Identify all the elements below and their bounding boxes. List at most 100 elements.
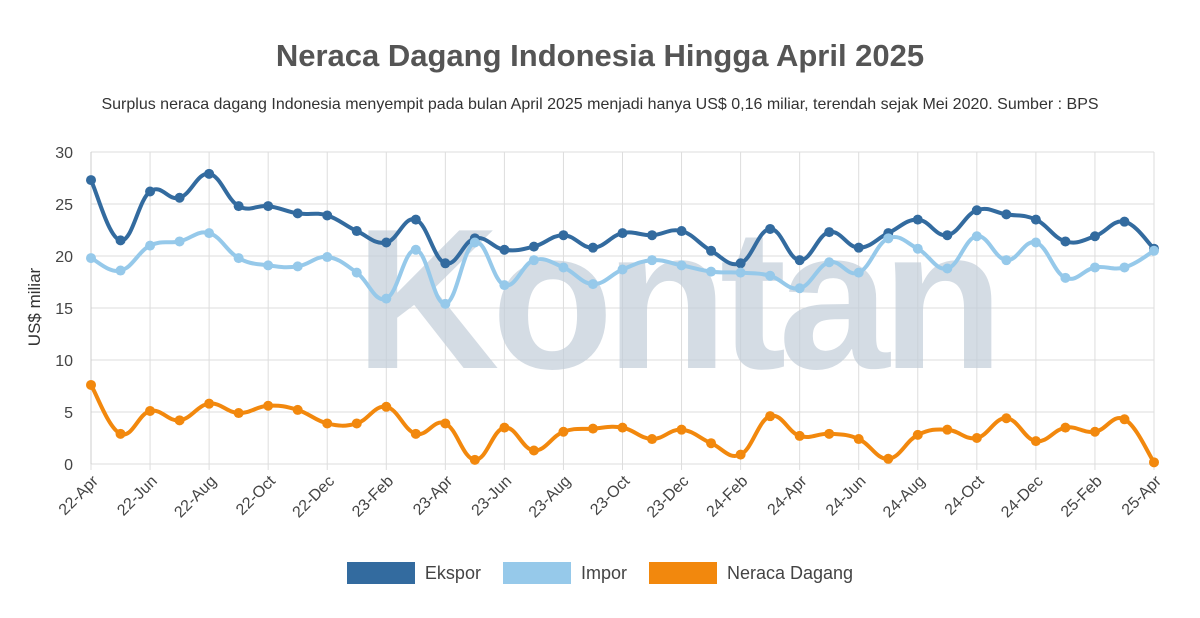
data-point-ekspor[interactable] [942,230,953,241]
data-point-neraca-dagang[interactable] [735,449,746,460]
data-point-neraca-dagang[interactable] [558,426,569,437]
data-point-neraca-dagang[interactable] [499,422,510,433]
data-point-ekspor[interactable] [617,228,628,239]
data-point-impor[interactable] [912,243,923,254]
data-point-impor[interactable] [942,263,953,274]
data-point-impor[interactable] [735,267,746,278]
data-point-ekspor[interactable] [292,208,303,219]
data-point-neraca-dagang[interactable] [1089,426,1100,437]
data-point-ekspor[interactable] [381,237,392,248]
data-point-ekspor[interactable] [499,244,510,255]
data-point-impor[interactable] [440,298,451,309]
data-point-ekspor[interactable] [115,235,126,246]
data-point-ekspor[interactable] [706,245,717,256]
data-point-ekspor[interactable] [912,214,923,225]
data-point-neraca-dagang[interactable] [647,434,658,445]
data-point-neraca-dagang[interactable] [204,398,215,409]
data-point-impor[interactable] [469,237,480,248]
data-point-ekspor[interactable] [174,192,185,203]
data-point-impor[interactable] [1030,237,1041,248]
data-point-ekspor[interactable] [676,226,687,237]
data-point-impor[interactable] [1089,262,1100,273]
data-point-ekspor[interactable] [794,255,805,266]
data-point-neraca-dagang[interactable] [794,430,805,441]
data-point-impor[interactable] [647,255,658,266]
data-point-ekspor[interactable] [204,168,215,179]
data-point-neraca-dagang[interactable] [263,400,274,411]
data-point-neraca-dagang[interactable] [1119,414,1130,425]
data-point-neraca-dagang[interactable] [765,411,776,422]
data-point-neraca-dagang[interactable] [381,401,392,412]
data-point-ekspor[interactable] [587,242,598,253]
data-point-ekspor[interactable] [765,223,776,234]
data-point-ekspor[interactable] [824,227,835,238]
data-point-neraca-dagang[interactable] [86,379,96,390]
data-point-impor[interactable] [174,236,185,247]
data-point-impor[interactable] [351,267,362,278]
legend-item-ekspor[interactable]: Ekspor [346,562,481,584]
data-point-impor[interactable] [381,293,392,304]
data-point-impor[interactable] [853,267,864,278]
data-point-neraca-dagang[interactable] [853,434,864,445]
legend-item-neraca-dagang[interactable]: Neraca Dagang [648,562,853,584]
data-point-ekspor[interactable] [440,258,451,269]
data-point-ekspor[interactable] [410,214,421,225]
data-point-impor[interactable] [263,260,274,271]
data-point-impor[interactable] [322,252,333,263]
data-point-ekspor[interactable] [1001,209,1012,220]
data-point-ekspor[interactable] [1060,236,1071,247]
data-point-neraca-dagang[interactable] [1030,436,1041,447]
data-point-ekspor[interactable] [145,186,156,197]
data-point-neraca-dagang[interactable] [174,415,185,426]
data-point-ekspor[interactable] [528,241,539,252]
data-point-impor[interactable] [1001,255,1012,266]
data-point-neraca-dagang[interactable] [1001,413,1012,424]
data-point-impor[interactable] [145,240,156,251]
data-point-impor[interactable] [1149,245,1159,256]
data-point-impor[interactable] [706,266,717,277]
data-point-ekspor[interactable] [971,205,982,216]
data-point-ekspor[interactable] [735,258,746,269]
data-point-impor[interactable] [971,231,982,242]
data-point-neraca-dagang[interactable] [912,429,923,440]
data-point-impor[interactable] [86,253,96,264]
data-point-neraca-dagang[interactable] [145,405,156,416]
data-point-ekspor[interactable] [1119,216,1130,227]
data-point-impor[interactable] [528,255,539,266]
data-point-neraca-dagang[interactable] [617,422,628,433]
data-point-impor[interactable] [292,261,303,272]
data-point-ekspor[interactable] [86,175,96,186]
legend-item-impor[interactable]: Impor [502,562,627,584]
data-point-impor[interactable] [410,244,421,255]
data-point-impor[interactable] [617,264,628,275]
data-point-neraca-dagang[interactable] [292,404,303,415]
data-point-neraca-dagang[interactable] [971,433,982,443]
data-point-ekspor[interactable] [558,230,569,241]
data-point-ekspor[interactable] [233,201,244,212]
data-point-ekspor[interactable] [853,242,864,253]
data-point-impor[interactable] [587,279,598,290]
data-point-neraca-dagang[interactable] [115,428,126,439]
data-point-ekspor[interactable] [263,201,274,212]
data-point-neraca-dagang[interactable] [883,453,894,464]
data-point-impor[interactable] [676,260,687,271]
data-point-ekspor[interactable] [647,230,658,241]
data-point-neraca-dagang[interactable] [1149,457,1159,468]
data-point-impor[interactable] [115,265,126,276]
data-point-ekspor[interactable] [322,210,333,221]
data-point-impor[interactable] [794,283,805,294]
data-point-neraca-dagang[interactable] [469,454,480,465]
data-point-impor[interactable] [233,253,244,264]
data-point-ekspor[interactable] [351,226,362,237]
data-point-neraca-dagang[interactable] [587,423,598,434]
data-point-neraca-dagang[interactable] [351,418,362,429]
data-point-neraca-dagang[interactable] [440,418,451,429]
data-point-ekspor[interactable] [1089,231,1100,242]
data-point-impor[interactable] [204,228,215,239]
data-point-neraca-dagang[interactable] [233,408,244,419]
data-point-neraca-dagang[interactable] [824,428,835,439]
data-point-impor[interactable] [765,270,776,281]
data-point-neraca-dagang[interactable] [322,418,333,429]
data-point-impor[interactable] [824,257,835,268]
data-point-impor[interactable] [558,262,569,273]
